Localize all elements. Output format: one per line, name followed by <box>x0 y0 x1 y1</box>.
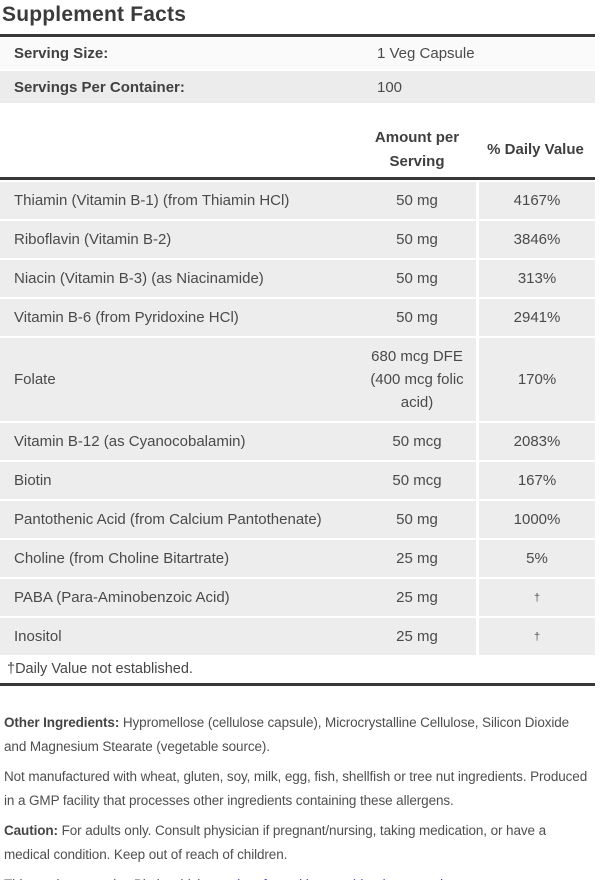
fact-row: Thiamin (Vitamin B-1) (from Thiamin HCl)… <box>0 182 595 219</box>
fact-row: PABA (Para-Aminobenzoic Acid) 25 mg † <box>0 579 595 616</box>
nutrient-amount: 25 mg <box>396 550 438 567</box>
servings-per-container-row: Servings Per Container: 100 <box>0 71 595 103</box>
daily-value-footnote: †Daily Value not established. <box>0 655 595 686</box>
header-amount-label: Amount per Serving <box>374 129 460 170</box>
other-ingredients-text: Hypromellose (cellulose capsule), Microc… <box>4 715 570 754</box>
other-ingredients-label: Other Ingredients: <box>4 715 120 730</box>
fact-row: Vitamin B-12 (as Cyanocobalamin) 50 mcg … <box>0 423 595 460</box>
nutrient-name: Biotin <box>14 472 52 489</box>
nutrient-amount: 50 mg <box>396 231 438 248</box>
fact-row: Biotin 50 mcg 167% <box>0 462 595 499</box>
nutrient-daily-value: 5% <box>476 540 595 577</box>
serving-size-label: Serving Size: <box>14 45 109 62</box>
servings-per-container-value: 100 <box>377 78 403 96</box>
fact-row: Riboflavin (Vitamin B-2) 50 mg 3846% <box>0 221 595 258</box>
nutrient-amount: 50 mcg <box>392 472 442 489</box>
notes-section: Other Ingredients: Hypromellose (cellulo… <box>0 711 595 880</box>
caution-text: For adults only. Consult physician if pr… <box>4 823 546 862</box>
other-ingredients-paragraph: Other Ingredients: Hypromellose (cellulo… <box>4 711 591 759</box>
page-title: Supplement Facts <box>0 0 595 37</box>
nutrient-daily-value: 1000% <box>476 501 595 538</box>
caution-paragraph: Caution: For adults only. Consult physic… <box>4 819 591 867</box>
nutrient-name: Pantothenic Acid (from Calcium Pantothen… <box>14 511 322 528</box>
allergen-paragraph: Not manufactured with wheat, gluten, soy… <box>4 769 588 808</box>
fact-row: Niacin (Vitamin B-3) (as Niacinamide) 50… <box>0 260 595 297</box>
nutrient-amount: 25 mg <box>396 589 438 606</box>
header-amount-per-serving: Amount per Serving <box>358 123 476 177</box>
biotin-suffix-text: . <box>453 877 457 880</box>
header-name-spacer <box>0 123 358 177</box>
nutrient-daily-value: 4167% <box>476 182 595 219</box>
nutrient-name: PABA (Para-Aminobenzoic Acid) <box>14 589 230 606</box>
fact-row: Vitamin B-6 (from Pyridoxine HCl) 50 mg … <box>0 299 595 336</box>
nutrient-name: Inositol <box>14 628 62 645</box>
nutrient-daily-value: 167% <box>476 462 595 499</box>
nutrient-amount: 50 mg <box>396 192 438 209</box>
caution-label: Caution: <box>4 823 58 838</box>
nutrient-amount: 50 mcg <box>392 433 442 450</box>
nutrient-name: Niacin (Vitamin B-3) (as Niacinamide) <box>14 270 264 287</box>
facts-table-header: Amount per Serving % Daily Value <box>0 123 595 180</box>
nutrient-name: Thiamin (Vitamin B-1) (from Thiamin HCl) <box>14 192 290 209</box>
nutrient-name: Vitamin B-6 (from Pyridoxine HCl) <box>14 309 239 326</box>
header-daily-value: % Daily Value <box>487 141 584 158</box>
nutrient-amount: 50 mg <box>396 270 438 287</box>
nutrient-daily-value: † <box>476 618 595 655</box>
fact-row: Pantothenic Acid (from Calcium Pantothen… <box>0 501 595 538</box>
fact-row: Choline (from Choline Bitartrate) 25 mg … <box>0 540 595 577</box>
fact-row: Folate 680 mcg DFE (400 mcg folic acid) … <box>0 338 595 421</box>
nutrient-amount: 680 mcg DFE (400 mcg folic acid) <box>370 348 464 411</box>
biotin-prefix-text: This product contains Biotin which <box>4 877 208 880</box>
nutrient-name: Choline (from Choline Bitartrate) <box>14 550 230 567</box>
facts-rows: Thiamin (Vitamin B-1) (from Thiamin HCl)… <box>0 182 595 655</box>
nutrient-daily-value: 2083% <box>476 423 595 460</box>
nutrient-name: Folate <box>14 371 56 388</box>
nutrient-daily-value: 3846% <box>476 221 595 258</box>
fact-row: Inositol 25 mg † <box>0 618 595 655</box>
nutrient-daily-value: 2941% <box>476 299 595 336</box>
nutrient-daily-value: 313% <box>476 260 595 297</box>
nutrient-daily-value: 170% <box>476 338 595 421</box>
nutrient-daily-value: † <box>476 579 595 616</box>
serving-size-value: 1 Veg Capsule <box>377 45 475 62</box>
nutrient-amount: 50 mg <box>396 309 438 326</box>
nutrient-amount: 50 mg <box>396 511 438 528</box>
nutrient-name: Riboflavin (Vitamin B-2) <box>14 231 172 248</box>
biotin-paragraph: This product contains Biotin which may i… <box>4 873 591 880</box>
servings-per-container-label: Servings Per Container: <box>14 78 185 96</box>
nutrient-amount: 25 mg <box>396 628 438 645</box>
nutrient-name: Vitamin B-12 (as Cyanocobalamin) <box>14 433 246 450</box>
serving-size-row: Serving Size: 1 Veg Capsule <box>0 38 595 69</box>
